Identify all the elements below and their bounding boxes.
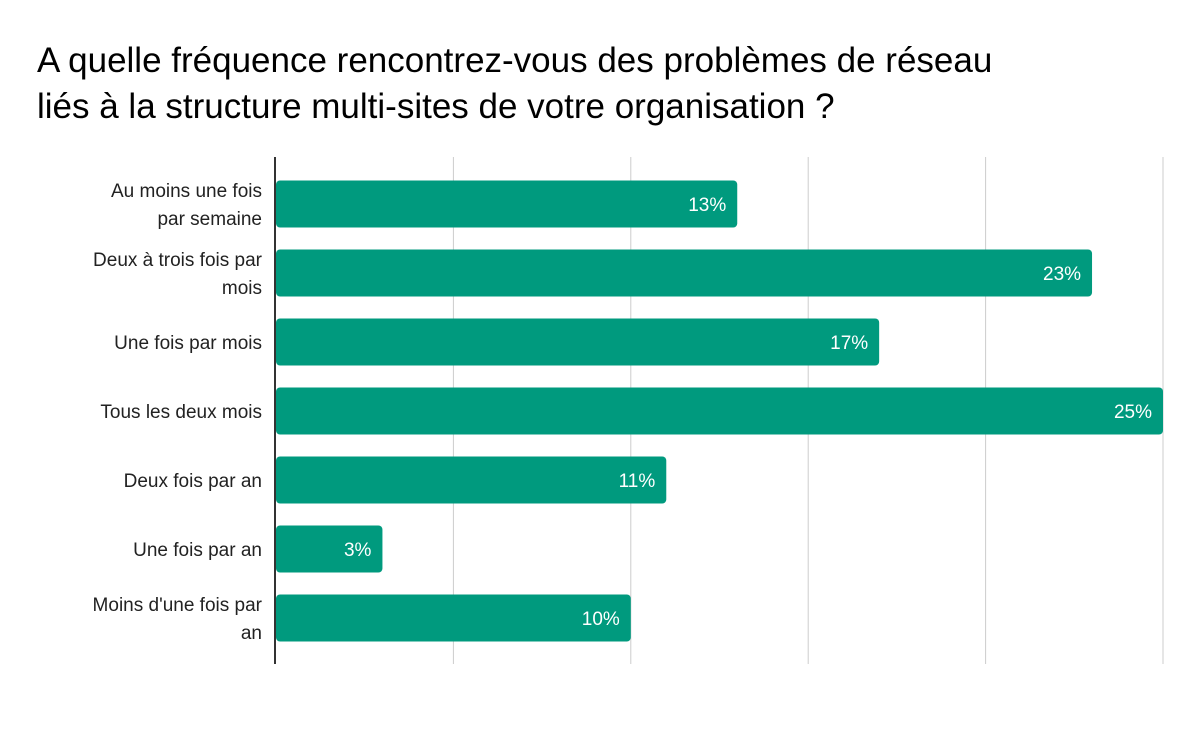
- value-label-0: 13%: [688, 195, 726, 216]
- category-label-0: Au moins une fois par semaine: [111, 181, 262, 230]
- category-label-6: Moins d'une fois par an: [93, 595, 263, 644]
- value-label-5: 3%: [344, 540, 372, 561]
- category-label-1: Deux à trois fois par mois: [93, 250, 263, 299]
- bar-1: [276, 249, 1093, 297]
- chart-title: A quelle fréquence rencontrez-vous des p…: [37, 38, 1157, 130]
- bar-0: [276, 180, 738, 228]
- chart-title-line-1: A quelle fréquence rencontrez-vous des p…: [37, 41, 993, 80]
- value-label-6: 10%: [582, 609, 620, 630]
- bars: 13% 23% 17% 25% 11% 3% 10%: [276, 180, 1163, 642]
- category-label-6-line-0: Moins d'une fois par: [93, 595, 263, 616]
- value-label-3: 25%: [1114, 402, 1152, 423]
- category-label-5: Une fois par an: [133, 540, 262, 561]
- category-label-3-line-0: Tous les deux mois: [100, 402, 262, 423]
- value-label-1: 23%: [1043, 264, 1081, 285]
- category-label-2: Une fois par mois: [114, 333, 262, 354]
- bar-4: [276, 456, 667, 504]
- chart-title-line-2: liés à la structure multi-sites de votre…: [37, 87, 835, 126]
- category-label-0-line-1: par semaine: [157, 209, 262, 230]
- category-label-5-line-0: Une fois par an: [133, 540, 262, 561]
- category-label-1-line-1: mois: [222, 278, 262, 299]
- category-label-4-line-0: Deux fois par an: [124, 471, 262, 492]
- bar-6: [276, 594, 631, 642]
- bar-5: [276, 525, 383, 573]
- category-labels: Au moins une fois par semaine Deux à trois…: [93, 181, 263, 644]
- category-label-2-line-0: Une fois par mois: [114, 333, 262, 354]
- category-label-1-line-0: Deux à trois fois par: [93, 250, 263, 271]
- category-label-0-line-0: Au moins une fois: [111, 181, 262, 202]
- category-label-3: Tous les deux mois: [100, 402, 262, 423]
- value-label-2: 17%: [830, 333, 868, 354]
- bar-3: [276, 387, 1163, 435]
- category-label-6-line-1: an: [241, 623, 262, 644]
- category-label-4: Deux fois par an: [124, 471, 262, 492]
- bar-2: [276, 318, 880, 366]
- value-label-4: 11%: [619, 471, 656, 492]
